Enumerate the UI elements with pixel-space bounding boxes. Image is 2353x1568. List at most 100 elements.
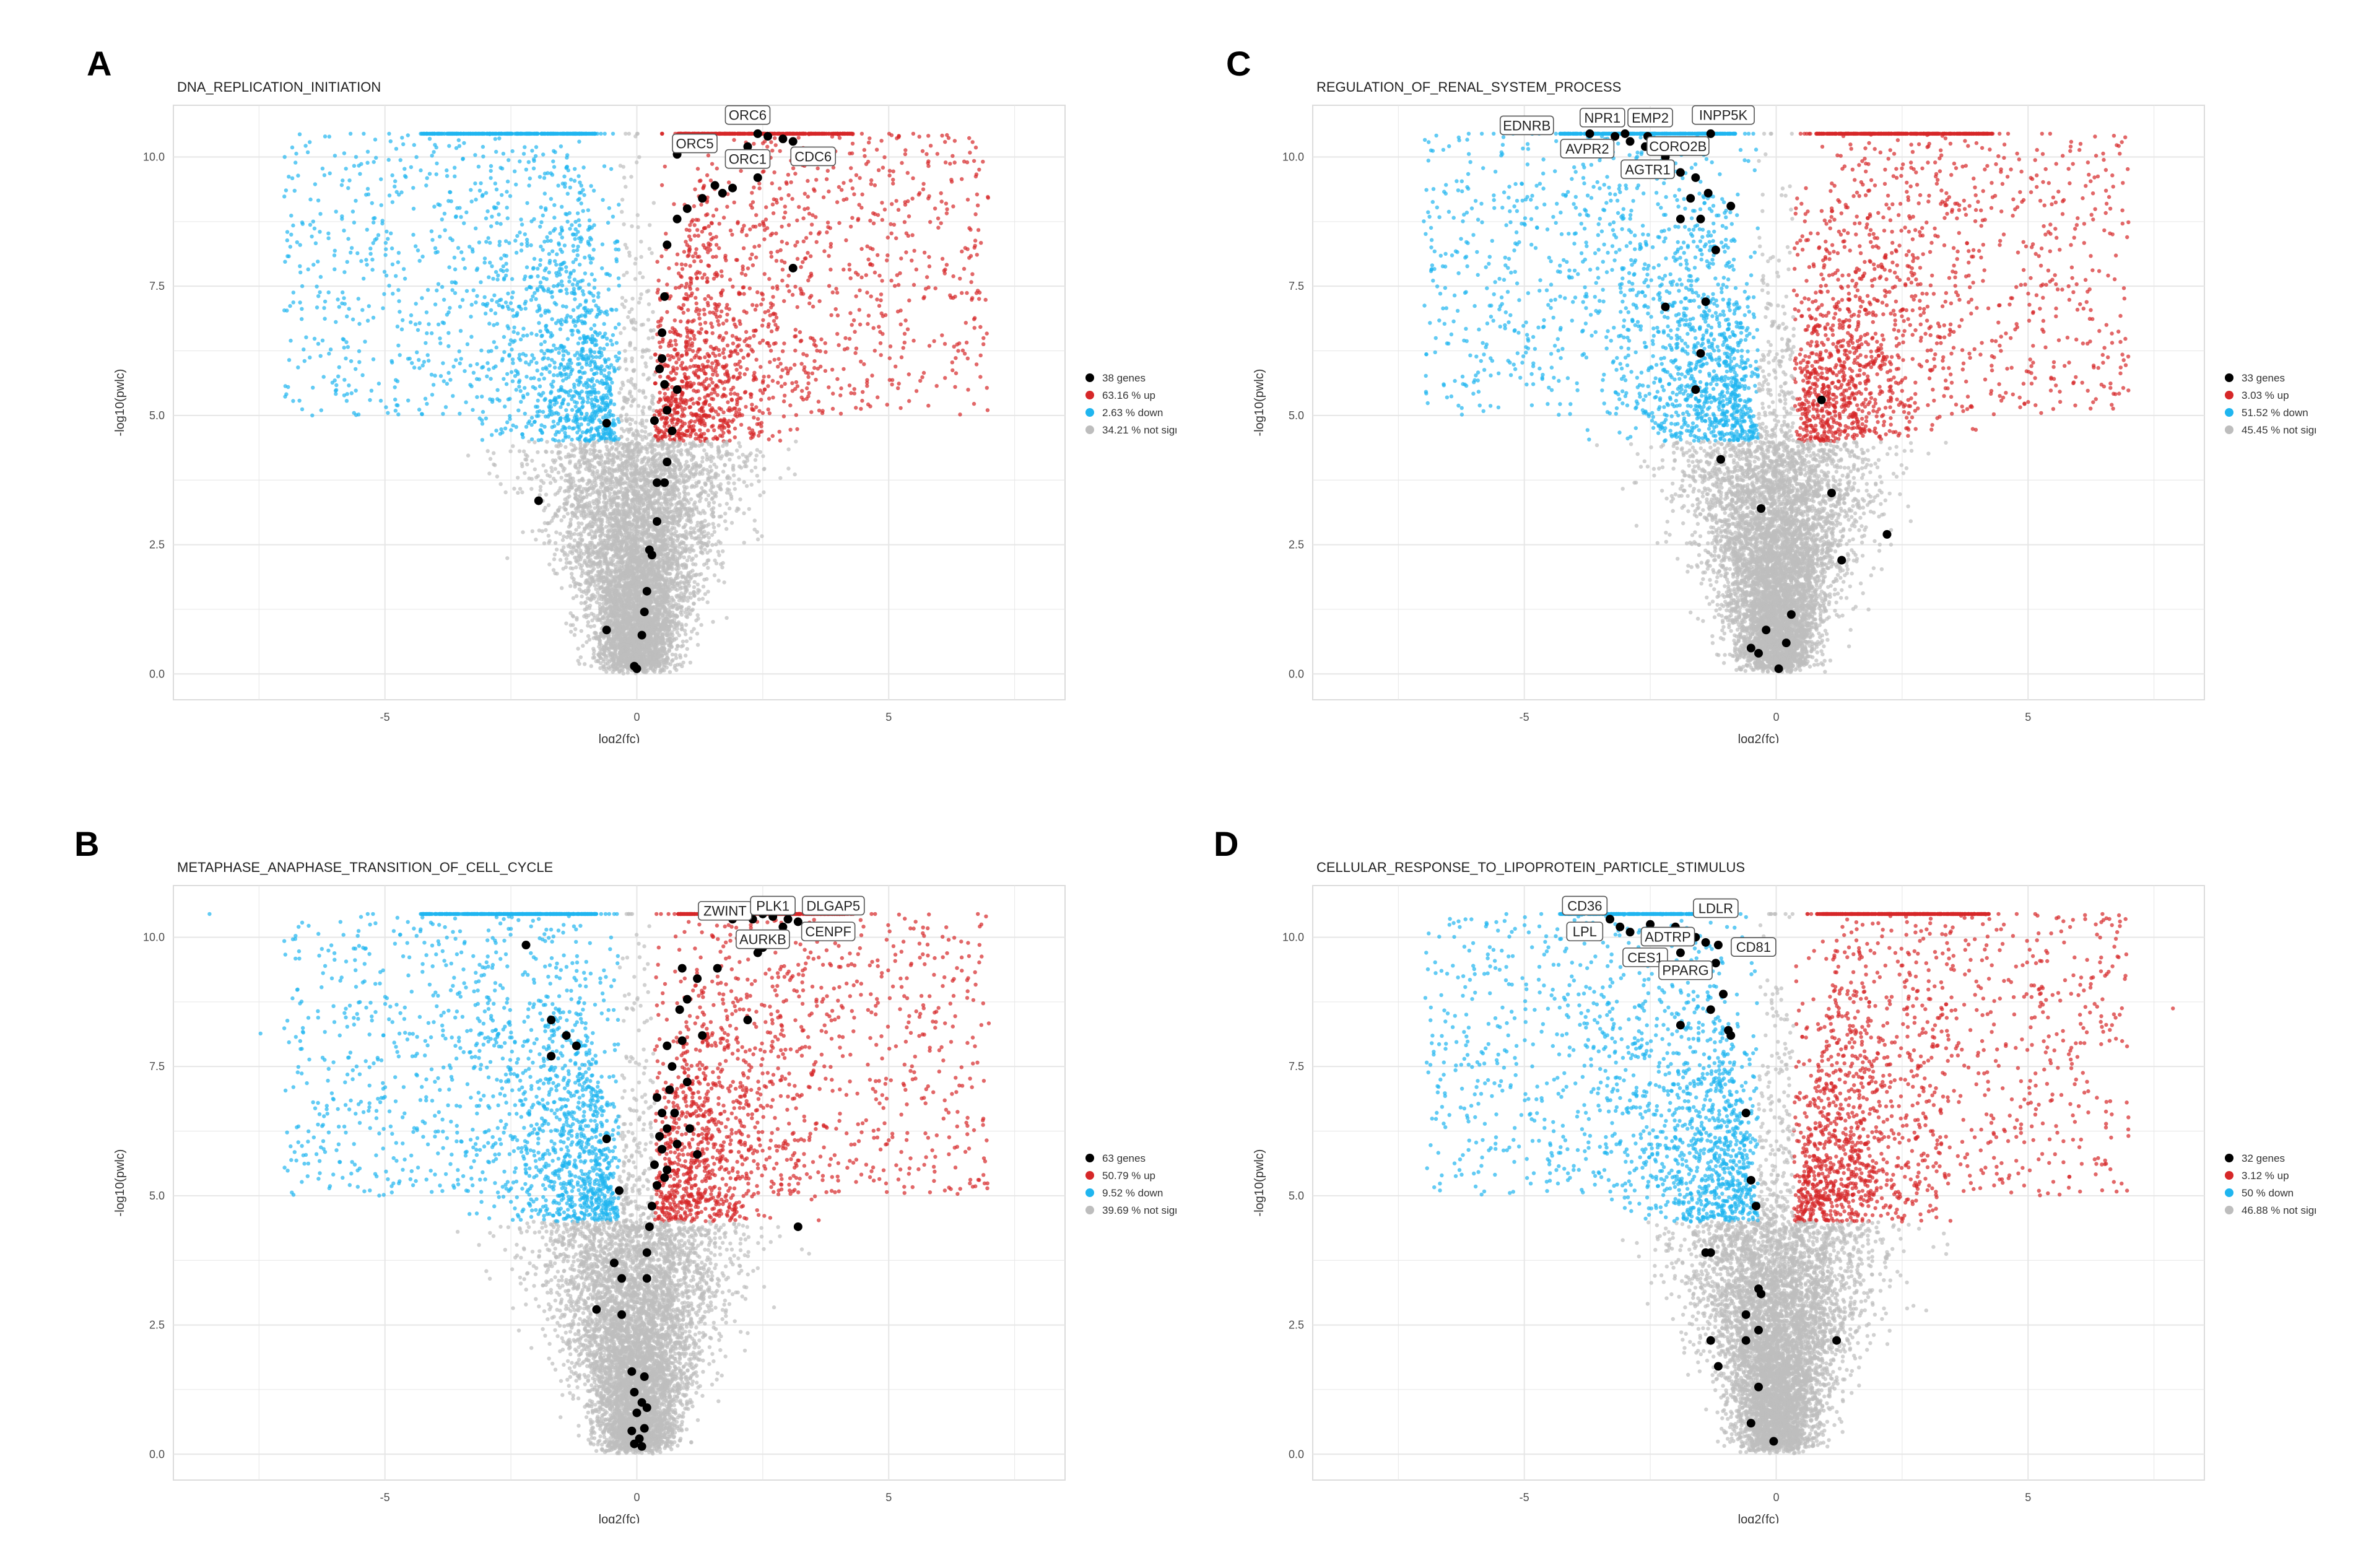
gene-point <box>1827 489 1836 498</box>
gene-point <box>1786 610 1796 619</box>
y-tick-label: 2.5 <box>1289 1319 1304 1331</box>
legend-swatch <box>1085 408 1094 417</box>
chart-title: CELLULAR_RESPONSE_TO_LIPOPROTEIN_PARTICL… <box>1316 860 1745 875</box>
gene-point <box>1711 959 1720 968</box>
y-tick-label: 10.0 <box>1282 150 1304 163</box>
gene-label-box <box>1693 898 1739 918</box>
x-tick-label: -5 <box>380 1491 390 1504</box>
gene-point <box>778 134 788 144</box>
gene-point <box>1706 1336 1715 1345</box>
gene-point <box>642 586 651 596</box>
gene-label: AVPR2 <box>1565 141 1609 157</box>
gene-label-box <box>801 921 856 941</box>
gene-point <box>1754 1382 1763 1392</box>
gene-label-box <box>724 105 771 125</box>
gene-point <box>1701 1248 1710 1257</box>
gene-label-box <box>1562 895 1608 916</box>
gene-label: ADTRP <box>1645 929 1691 944</box>
gene-label: CORO2B <box>1649 139 1707 154</box>
gene-point <box>602 419 611 428</box>
legend-label: 3.12 % up <box>2242 1170 2289 1182</box>
gene-point <box>682 204 692 213</box>
y-tick-label: 2.5 <box>149 539 165 551</box>
legend-swatch <box>2225 1154 2233 1162</box>
background-points <box>1423 912 2175 1455</box>
gene-label-box <box>750 895 796 916</box>
legend-swatch <box>2225 425 2233 434</box>
gene-point <box>682 995 692 1004</box>
gene-point <box>1646 920 1655 929</box>
gene-label: INPP5K <box>1699 108 1748 123</box>
gene-point <box>793 1222 802 1231</box>
gene-label: CENPF <box>805 924 851 939</box>
gene-point <box>658 1144 667 1154</box>
gene-point <box>698 194 707 203</box>
gene-point <box>1774 664 1783 673</box>
x-tick-label: 5 <box>2025 711 2031 723</box>
gene-point <box>572 1041 581 1050</box>
gene-point <box>602 1135 611 1144</box>
gene-label: LPL <box>1573 924 1597 939</box>
gene-point <box>793 917 802 926</box>
gene-point <box>562 1031 571 1040</box>
legend-label: 50.79 % up <box>1102 1170 1155 1182</box>
legend-label: 3.03 % up <box>2242 390 2289 401</box>
gene-label: CES1 <box>1627 950 1663 965</box>
gene-label: CDC6 <box>794 149 832 164</box>
gene-point <box>653 517 662 526</box>
gene-point <box>658 328 667 338</box>
gene-point <box>763 132 772 141</box>
gene-label-box <box>1622 947 1668 967</box>
gene-point <box>660 478 669 487</box>
gene-point <box>1751 1201 1760 1211</box>
gene-point <box>1606 915 1614 924</box>
gene-point <box>1757 504 1766 513</box>
gene-point <box>1726 201 1736 211</box>
gene-label: LDLR <box>1698 901 1733 917</box>
gene-point <box>788 137 798 146</box>
gene-point <box>743 142 752 151</box>
gene-point <box>1701 938 1710 947</box>
gene-label: EDNRB <box>1503 118 1551 133</box>
gene-point <box>627 1426 637 1435</box>
gene-point <box>1882 529 1892 539</box>
gene-point <box>672 1139 682 1149</box>
legend-label: 9.52 % down <box>1102 1187 1163 1199</box>
legend-swatch <box>2225 1171 2233 1180</box>
y-tick-label: 10.0 <box>1282 931 1304 943</box>
gene-point <box>1701 297 1710 307</box>
gene-labels: EDNRB NPR1 EMP2 INPP5K AVPR2 CORO2B AGTR1 <box>1499 105 1755 180</box>
gene-point <box>1625 928 1635 937</box>
gene-point <box>675 1005 684 1014</box>
axes: -5 0 5 0.0 2.5 5.0 7.5 10.0 log2(fc) -log10(pwlc) <box>113 931 892 1527</box>
legend-label: 39.69 % not sign <box>1102 1204 1176 1216</box>
gene-point <box>1741 1336 1751 1345</box>
gene-point <box>642 1274 651 1283</box>
gene-point <box>1832 1336 1842 1345</box>
x-axis-label: log2(fc) <box>1738 1513 1780 1523</box>
gene-point <box>1713 1362 1723 1371</box>
gene-point <box>660 1173 669 1182</box>
gene-point <box>653 478 662 487</box>
gene-point <box>640 1372 649 1382</box>
gene-point <box>1762 625 1771 635</box>
gene-point <box>728 183 737 193</box>
gene-point <box>632 1408 642 1418</box>
gene-point <box>677 1036 687 1045</box>
volcano-plot: METAPHASE_ANAPHASE_TRANSITION_OF_CELL_CY… <box>113 860 1181 1527</box>
gene-point <box>1676 168 1685 177</box>
gene-point <box>655 364 664 373</box>
gene-label-box <box>790 146 837 167</box>
gene-point <box>663 240 672 250</box>
legend-swatch <box>1085 1171 1094 1180</box>
gene-point <box>1746 1175 1755 1185</box>
gene-point <box>1711 245 1720 255</box>
gene-point <box>637 630 646 640</box>
gene-point <box>1781 638 1791 648</box>
gene-point <box>693 974 702 983</box>
gene-point <box>655 1131 664 1141</box>
y-axis-label: -log10(pwlc) <box>1253 369 1266 437</box>
gene-point <box>1746 643 1755 653</box>
